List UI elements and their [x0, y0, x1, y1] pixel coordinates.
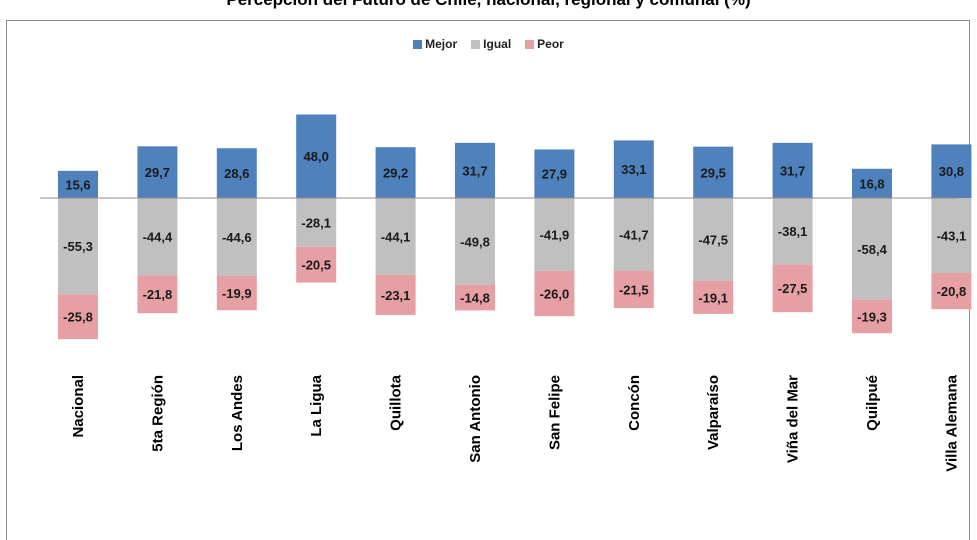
bar-igual-concon: [613, 198, 654, 271]
bar-igual-quillota: [375, 198, 416, 275]
label-peor-5ta-region: -21,8: [143, 287, 173, 302]
bar-mejor-vina-del-mar: [772, 142, 813, 198]
bar-igual-la-ligua: [296, 198, 337, 247]
legend: Mejor Igual Peor: [0, 37, 977, 51]
bar-peor-la-ligua: [296, 246, 337, 283]
category-label-5ta-region: 5ta Región: [149, 375, 166, 452]
category-label-vina-del-mar: Viña del Mar: [785, 375, 802, 463]
bar-peor-5ta-region: [137, 275, 178, 314]
legend-label-peor: Peor: [537, 37, 564, 51]
bar-peor-san-felipe: [534, 270, 575, 317]
label-mejor-concon: 33,1: [621, 162, 646, 177]
legend-swatch-igual: [471, 39, 481, 49]
category-label-valparaiso: Valparaíso: [705, 375, 722, 450]
bar-mejor-san-felipe: [534, 149, 575, 198]
label-igual-la-ligua: -28,1: [301, 215, 331, 230]
bar-mejor-villa-alemana: [931, 144, 972, 198]
label-peor-quilpue: -19,3: [857, 309, 887, 324]
bar-peor-los-andes: [216, 275, 257, 311]
bar-peor-villa-alemana: [931, 272, 972, 310]
category-label-nacional: Nacional: [70, 375, 87, 438]
label-igual-nacional: -55,3: [63, 239, 93, 254]
category-label-la-ligua: La Ligua: [308, 374, 325, 436]
legend-label-mejor: Mejor: [425, 37, 458, 51]
legend-swatch-peor: [525, 39, 535, 49]
legend-swatch-mejor: [413, 39, 423, 49]
category-label-los-andes: Los Andes: [229, 375, 246, 451]
legend-item-mejor: Mejor: [413, 37, 457, 51]
label-mejor-5ta-region: 29,7: [145, 165, 170, 180]
label-mejor-villa-alemana: 30,8: [939, 164, 964, 179]
label-peor-concon: -21,5: [619, 282, 649, 297]
legend-item-peor: Peor: [525, 37, 564, 51]
label-igual-los-andes: -44,6: [222, 230, 252, 245]
bar-peor-quillota: [375, 274, 416, 315]
bar-peor-quilpue: [852, 299, 892, 334]
bar-mejor-5ta-region: [137, 146, 178, 198]
label-peor-nacional: -25,8: [63, 310, 93, 325]
legend-item-igual: Igual: [471, 37, 511, 51]
label-igual-san-felipe: -41,9: [540, 227, 570, 242]
bar-mejor-la-ligua: [296, 114, 337, 198]
bar-igual-san-felipe: [534, 198, 575, 271]
label-peor-san-antonio: -14,8: [460, 291, 490, 306]
label-mejor-san-felipe: 27,9: [542, 167, 567, 182]
bar-peor-valparaiso: [693, 280, 734, 314]
label-igual-concon: -41,7: [619, 227, 649, 242]
label-mejor-valparaiso: 29,5: [701, 165, 726, 180]
label-peor-los-andes: -19,9: [222, 286, 252, 301]
chart-title: Percepción del Futuro de Chile, nacional…: [0, 0, 977, 10]
label-igual-villa-alemana: -43,1: [937, 228, 967, 243]
bar-igual-5ta-region: [137, 198, 178, 276]
bar-peor-vina-del-mar: [772, 264, 813, 313]
label-igual-quilpue: -58,4: [857, 242, 887, 257]
bar-igual-san-antonio: [455, 198, 495, 285]
category-label-san-antonio: San Antonio: [467, 375, 484, 463]
bar-mejor-los-andes: [216, 148, 257, 198]
label-peor-san-felipe: -26,0: [540, 287, 570, 302]
label-igual-5ta-region: -44,4: [143, 230, 173, 245]
bar-mejor-quilpue: [852, 168, 892, 198]
label-peor-valparaiso: -19,1: [698, 290, 728, 305]
bar-mejor-san-antonio: [455, 142, 495, 198]
category-label-villa-alemana: Villa Alemana: [943, 374, 960, 471]
bar-peor-san-antonio: [455, 284, 495, 311]
category-label-concon: Concón: [626, 375, 643, 431]
bar-igual-villa-alemana: [931, 198, 972, 273]
label-mejor-quillota: 29,2: [383, 166, 408, 181]
bar-igual-los-andes: [216, 198, 257, 276]
label-igual-vina-del-mar: -38,1: [778, 224, 808, 239]
label-mejor-vina-del-mar: 31,7: [780, 163, 805, 178]
label-igual-valparaiso: -47,5: [698, 232, 728, 247]
label-peor-vina-del-mar: -27,5: [778, 281, 808, 296]
label-igual-quillota: -44,1: [381, 229, 411, 244]
label-peor-quillota: -23,1: [381, 288, 411, 303]
category-label-quillota: Quillota: [388, 374, 405, 430]
label-mejor-quilpue: 16,8: [859, 176, 884, 191]
label-mejor-la-ligua: 48,0: [304, 149, 329, 164]
label-peor-villa-alemana: -20,8: [937, 284, 967, 299]
label-mejor-los-andes: 28,6: [224, 166, 249, 181]
bar-peor-concon: [613, 270, 654, 308]
bar-igual-valparaiso: [693, 198, 734, 281]
label-peor-la-ligua: -20,5: [301, 258, 331, 273]
bar-mejor-nacional: [58, 170, 98, 198]
category-label-san-felipe: San Felipe: [546, 375, 563, 450]
label-mejor-nacional: 15,6: [65, 177, 90, 192]
bar-peor-nacional: [58, 294, 98, 340]
bar-mejor-quillota: [375, 147, 416, 198]
bar-igual-quilpue: [852, 198, 892, 300]
bar-igual-vina-del-mar: [772, 198, 813, 265]
bar-mejor-valparaiso: [693, 146, 734, 198]
category-label-quilpue: Quilpué: [864, 375, 881, 431]
label-mejor-san-antonio: 31,7: [462, 163, 487, 178]
bar-igual-nacional: [58, 198, 98, 295]
bar-mejor-concon: [613, 140, 654, 198]
label-igual-san-antonio: -49,8: [460, 234, 490, 249]
legend-label-igual: Igual: [483, 37, 512, 51]
